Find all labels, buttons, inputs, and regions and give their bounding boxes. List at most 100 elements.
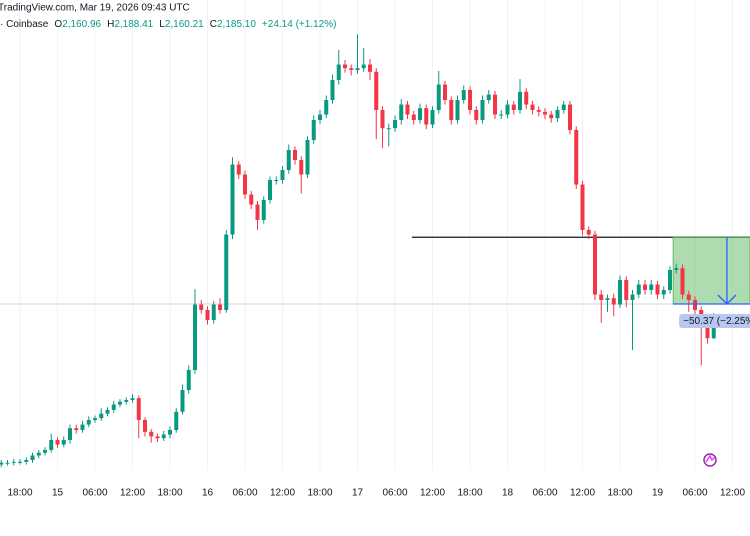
candle-body bbox=[524, 91, 529, 105]
candle-body bbox=[30, 455, 35, 460]
candle-body bbox=[386, 128, 391, 130]
candle-body bbox=[543, 111, 547, 115]
candle-body bbox=[530, 104, 535, 110]
candle-body bbox=[5, 462, 10, 464]
candle-body bbox=[268, 180, 272, 200]
candle-body bbox=[180, 390, 185, 412]
source: TradingView.com, Mar 19, 2026 09:43 UTC bbox=[0, 3, 190, 14]
candle-body bbox=[493, 94, 497, 115]
candle-body bbox=[93, 418, 97, 420]
candle-body bbox=[686, 294, 691, 300]
candle-body bbox=[286, 150, 291, 170]
candle-body bbox=[418, 108, 422, 120]
symbol: · Coinbase bbox=[0, 19, 49, 30]
candle-body bbox=[36, 452, 41, 456]
candle-body bbox=[430, 110, 435, 125]
candle-body bbox=[536, 110, 541, 112]
x-tick-label: 18 bbox=[502, 488, 514, 499]
candle-body bbox=[655, 284, 660, 295]
candle-body bbox=[411, 114, 416, 120]
x-tick-label: 06:00 bbox=[82, 488, 107, 499]
legend-key: H bbox=[107, 19, 114, 30]
candle-body bbox=[143, 420, 147, 432]
candle-body bbox=[624, 280, 629, 300]
candle-body bbox=[236, 164, 241, 175]
candle-body bbox=[480, 100, 485, 120]
legend: · Coinbase O2,160.96 H2,188.41 L2,160.21 C2,… bbox=[0, 19, 336, 30]
candle-body bbox=[561, 104, 566, 110]
x-tick-label: 06:00 bbox=[382, 488, 407, 499]
candle-body bbox=[130, 398, 135, 400]
candle-body bbox=[105, 410, 110, 414]
x-tick-label: 12:00 bbox=[270, 488, 295, 499]
candle-body bbox=[318, 114, 322, 120]
candle-body bbox=[393, 120, 397, 129]
legend-key: C bbox=[210, 19, 217, 30]
legend-value: 2,185.10 bbox=[217, 19, 256, 30]
candle-body bbox=[618, 280, 622, 305]
candle-body bbox=[168, 430, 172, 435]
x-tick-label: 17 bbox=[352, 488, 364, 499]
candle-body bbox=[630, 294, 635, 300]
x-tick-label: 18:00 bbox=[457, 488, 482, 499]
candle-body bbox=[549, 114, 554, 119]
candle-body bbox=[468, 90, 472, 110]
logo-mark bbox=[705, 454, 716, 463]
candle-body bbox=[649, 284, 654, 290]
candle-body bbox=[68, 428, 72, 440]
candle-body bbox=[111, 404, 116, 410]
legend-value: 2,160.96 bbox=[62, 19, 101, 30]
candle-body bbox=[330, 80, 335, 100]
candle-body bbox=[124, 400, 129, 402]
candle-body bbox=[693, 300, 697, 310]
candle-body bbox=[449, 100, 454, 120]
candle-body bbox=[243, 174, 247, 195]
candle-body bbox=[74, 428, 79, 430]
candle-body bbox=[230, 164, 235, 235]
candle-body bbox=[380, 110, 385, 129]
x-tick-label: 12:00 bbox=[420, 488, 445, 499]
candle-body bbox=[155, 436, 160, 439]
candle-body bbox=[205, 310, 210, 320]
x-tick-label: 18:00 bbox=[7, 488, 32, 499]
candle-body bbox=[424, 108, 429, 125]
candle-body bbox=[361, 64, 366, 69]
candle-body bbox=[211, 304, 216, 320]
candle-body bbox=[343, 64, 347, 69]
candle-body bbox=[293, 150, 297, 160]
candle-body bbox=[18, 461, 22, 463]
candle-body bbox=[461, 90, 466, 100]
candle-body bbox=[261, 200, 266, 220]
candle-body bbox=[99, 413, 104, 419]
candle-body bbox=[368, 64, 372, 72]
arrow-head bbox=[717, 294, 737, 305]
legend-value: 2,188.41 bbox=[114, 19, 153, 30]
x-tick-label: 06:00 bbox=[532, 488, 557, 499]
x-tick-label: 18:00 bbox=[157, 488, 182, 499]
x-tick-label: 06:00 bbox=[682, 488, 707, 499]
candle-body bbox=[580, 184, 585, 230]
candle-body bbox=[399, 104, 404, 120]
x-tick-label: 12:00 bbox=[120, 488, 145, 499]
candle-body bbox=[586, 230, 591, 235]
candle-body bbox=[643, 284, 647, 290]
candle-body bbox=[436, 84, 441, 110]
measure-label-box bbox=[679, 314, 750, 328]
candle-body bbox=[186, 370, 191, 390]
candle-body bbox=[55, 440, 60, 445]
candle-body bbox=[680, 268, 685, 295]
legend-key: L bbox=[159, 19, 165, 30]
candle-body bbox=[374, 71, 379, 110]
candle-body bbox=[405, 104, 410, 115]
legend-value: 2,160.21 bbox=[165, 19, 204, 30]
legend-key: O bbox=[54, 19, 62, 30]
x-tick-label: 16 bbox=[202, 488, 214, 499]
candle-body bbox=[174, 411, 179, 430]
x-tick-label: 18:00 bbox=[607, 488, 632, 499]
candle-body bbox=[80, 424, 85, 430]
candle-body bbox=[568, 104, 572, 130]
measure-box bbox=[672, 236, 750, 305]
candle-body bbox=[605, 298, 610, 300]
candle-body bbox=[486, 94, 491, 100]
